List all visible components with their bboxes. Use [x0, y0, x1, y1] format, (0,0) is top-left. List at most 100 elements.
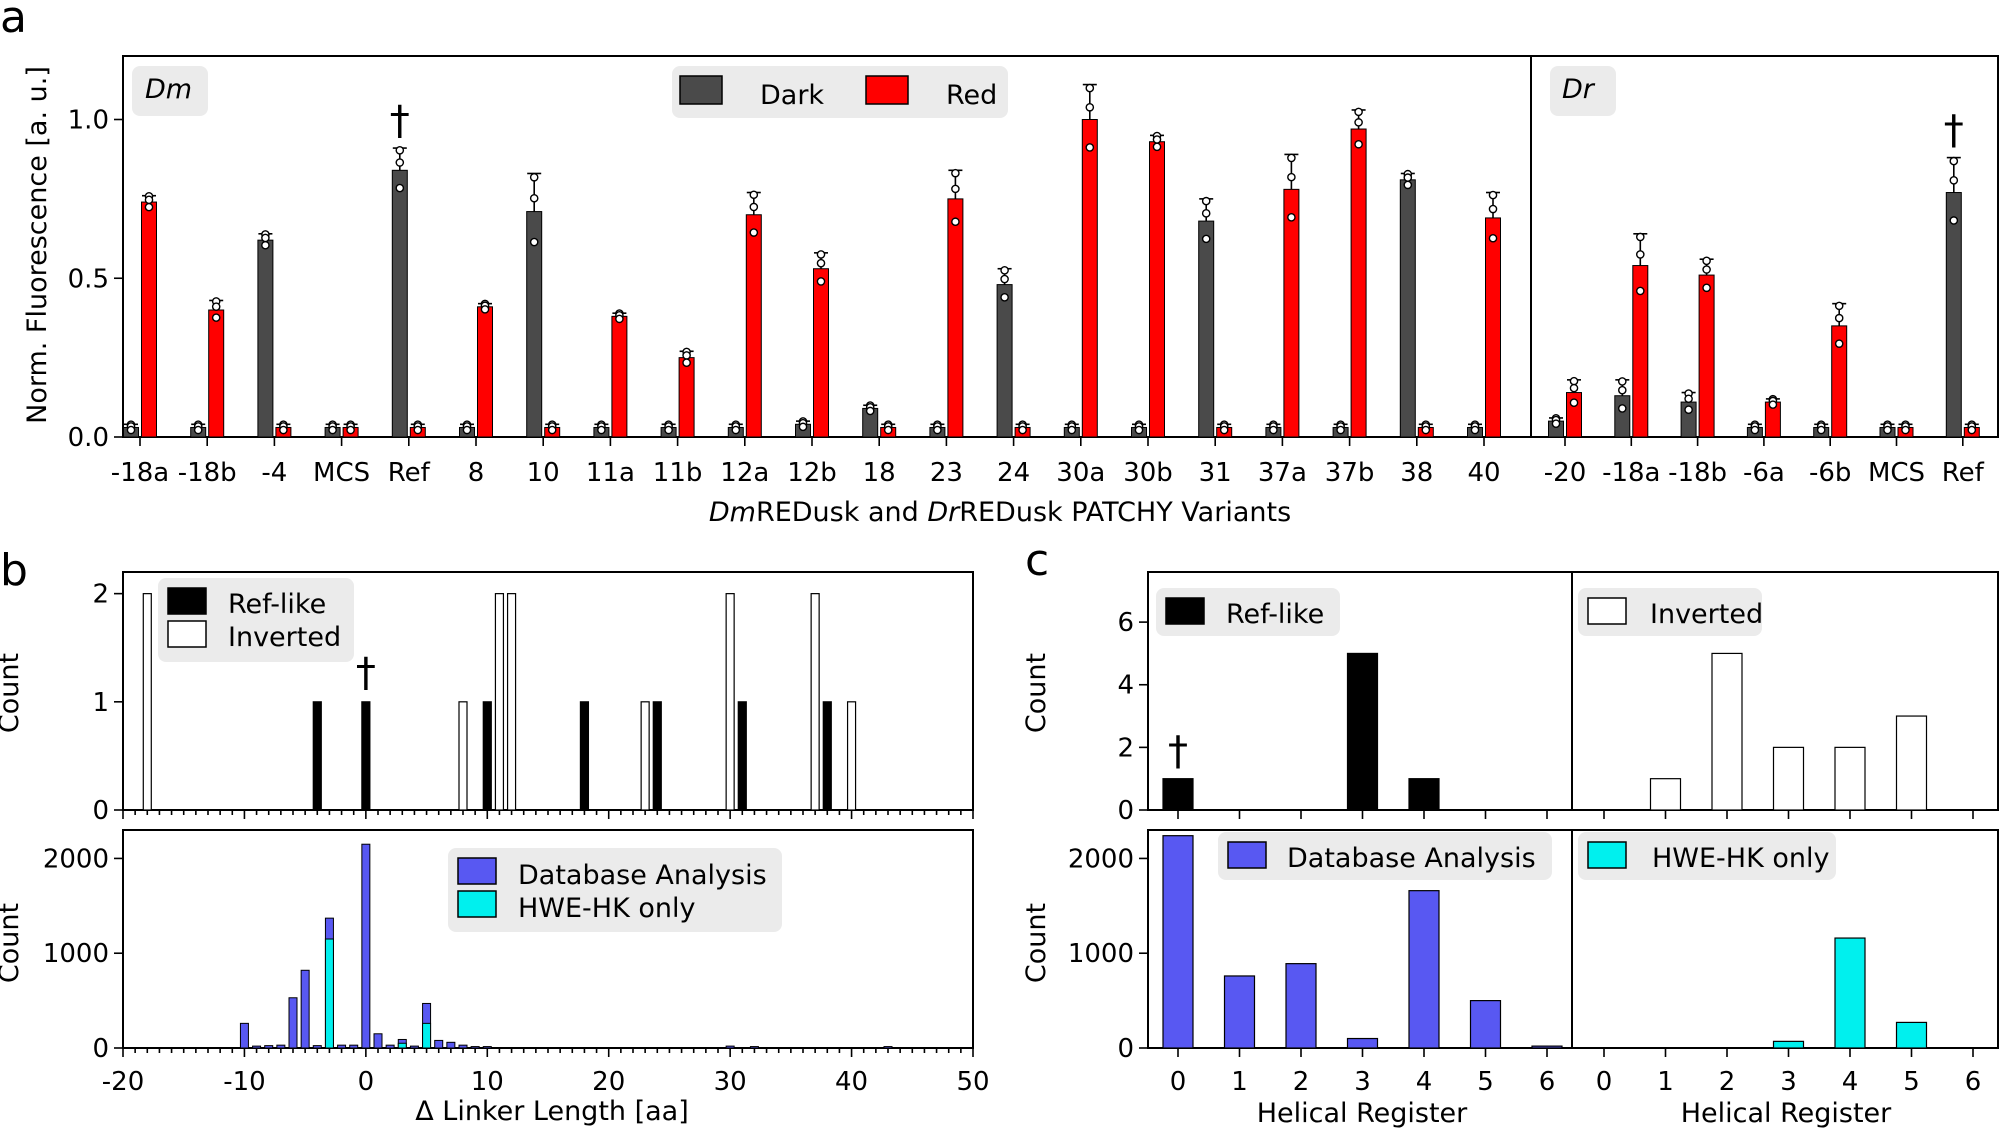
panel-a-xtick-label: 37b	[1325, 458, 1375, 488]
legend-red-label: Red	[946, 80, 997, 111]
panel-a-xlabel-part-dm: Dm	[709, 497, 756, 528]
panel-c-left-xtick-label: 1	[1231, 1067, 1248, 1097]
bar-b-ref-like	[579, 701, 590, 811]
replicate-point-dm-dark	[798, 422, 808, 432]
bar-b-database	[252, 1045, 262, 1049]
legend-c-inverted-swatch	[1587, 597, 1627, 625]
legend-c-database-label: Database Analysis	[1287, 843, 1536, 874]
panel-a-frame	[122, 55, 1999, 438]
bar-c-inverted	[1649, 778, 1682, 811]
replicate-point-dr-dark	[1949, 156, 1959, 166]
replicate-point-dm-dark	[395, 183, 405, 193]
panel-b-bottom-ytick-label: 0	[92, 1034, 109, 1064]
replicate-point-dr-red	[1569, 398, 1579, 408]
bar-dm-dark	[996, 284, 1013, 438]
bar-b-database	[300, 969, 310, 1049]
legend-c-inverted-label: Inverted	[1650, 599, 1763, 630]
subpanel-dr-label-box	[1550, 66, 1616, 116]
replicate-point-dm-red	[480, 305, 490, 314]
bar-dm-red	[477, 306, 493, 438]
replicate-point-dm-red	[1421, 425, 1431, 435]
replicate-point-dm-red	[1488, 233, 1498, 243]
panel-b-top-ylabel: Count	[0, 653, 25, 733]
bar-c-database	[1346, 1037, 1379, 1049]
bar-dm-dark	[1198, 220, 1215, 438]
bar-c-database	[1162, 835, 1194, 1049]
replicate-point-dm-dark	[865, 406, 875, 416]
legend-c-hwe-swatch	[1587, 841, 1627, 869]
bar-b-ref-like	[482, 701, 492, 811]
replicate-point-dr-red	[1834, 301, 1844, 311]
legend-hwe-swatch	[457, 890, 497, 918]
panel-c-top-ytick-label: 4	[1117, 671, 1134, 701]
bar-c-hwe	[1772, 1040, 1805, 1049]
panel-a-xtick-label: -18a	[1602, 458, 1660, 488]
legend-ref-like-label: Ref-like	[228, 589, 326, 620]
panel-b-chart: Count Count Δ Linker Length [aa] Ref-lik…	[0, 578, 782, 1127]
panel-b-bottom-legend	[448, 848, 782, 932]
replicate-point-dm-dark	[1470, 425, 1480, 435]
bar-dm-dark	[1399, 179, 1416, 438]
bar-b-ref-like	[737, 701, 747, 811]
panel-a-dagger-dr: †	[1944, 108, 1964, 154]
bar-dm-dark	[257, 239, 274, 438]
subpanel-dm-label-box	[132, 66, 208, 116]
panel-c-left-xtick-label: 6	[1539, 1067, 1556, 1097]
replicate-point-dm-red	[1152, 135, 1162, 144]
panel-a-ytick-label: 0.5	[68, 264, 109, 294]
bar-c-ref-like	[1408, 778, 1440, 811]
panel-a-xlabel-part-dr: Dr	[927, 497, 961, 528]
replicate-point-dr-dark	[1684, 394, 1693, 404]
replicate-point-dm-dark	[462, 425, 472, 435]
bar-b-database	[470, 1046, 480, 1049]
bar-dm-red	[611, 315, 628, 438]
panel-c-left-xtick-label: 2	[1293, 1067, 1310, 1097]
replicate-point-dm-red	[413, 425, 423, 435]
replicate-point-dr-dark	[1551, 419, 1561, 428]
panel-a-xtick-label: 38	[1400, 458, 1433, 488]
legend-c-database-swatch	[1227, 841, 1267, 869]
panel-a-xtick-label: 8	[468, 458, 485, 488]
bar-b-database	[288, 997, 298, 1049]
bar-b-inverted	[494, 593, 505, 811]
panel-a-xtick-label: Ref	[1942, 458, 1985, 488]
panel-a-xtick-label: Ref	[388, 458, 431, 488]
replicate-point-dr-dark	[1949, 216, 1959, 225]
bar-b-database	[725, 1045, 735, 1049]
replicate-point-dm-red	[211, 313, 221, 322]
panel-c-left-xtick-label: 0	[1170, 1067, 1187, 1097]
replicate-point-dm-red	[951, 168, 960, 178]
bar-b-hwe	[324, 938, 334, 1049]
panel-b-top-ytick-label: 1	[92, 688, 109, 718]
bar-c-database	[1223, 975, 1256, 1049]
panel-a-xtick-label: 12b	[787, 458, 837, 488]
bar-c-hwe	[1834, 937, 1866, 1049]
replicate-point-dm-red	[144, 202, 154, 212]
replicate-point-dr-red	[1702, 256, 1711, 266]
replicate-point-dm-red	[1085, 83, 1095, 93]
replicate-point-dm-dark	[1336, 425, 1345, 435]
replicate-point-dm-red	[1354, 139, 1363, 149]
panel-c-right-xtick-label: 5	[1903, 1067, 1920, 1097]
replicate-point-dm-red	[682, 351, 691, 360]
panel-a-chart: Norm. Fluorescence [a. u.] DmREDusk and …	[22, 66, 1616, 528]
legend-inverted-swatch	[167, 620, 207, 648]
replicate-point-dm-dark	[1134, 425, 1144, 435]
replicate-point-dm-dark	[529, 172, 539, 182]
legend-dark-label: Dark	[760, 80, 824, 111]
replicate-point-dm-dark	[395, 158, 405, 167]
bar-dr-dark	[1614, 395, 1631, 438]
replicate-point-dm-dark	[933, 425, 942, 435]
panel-a-xtick-label: 31	[1199, 458, 1232, 488]
replicate-point-dm-dark	[328, 425, 337, 435]
panel-c-bottom-ytick-label: 1000	[1068, 939, 1134, 969]
panel-b-xtick-label: 10	[471, 1067, 504, 1097]
panel-c-top-ylabel: Count	[1021, 653, 1052, 733]
replicate-point-dm-red	[816, 250, 826, 259]
panel-a-xtick-label: 23	[930, 458, 963, 488]
replicate-point-dm-red	[1354, 118, 1363, 127]
replicate-point-dm-dark	[1000, 292, 1009, 302]
panel-a-xtick-label: -18b	[1668, 458, 1727, 488]
panel-c-xlabel-left: Helical Register	[1257, 1098, 1468, 1129]
